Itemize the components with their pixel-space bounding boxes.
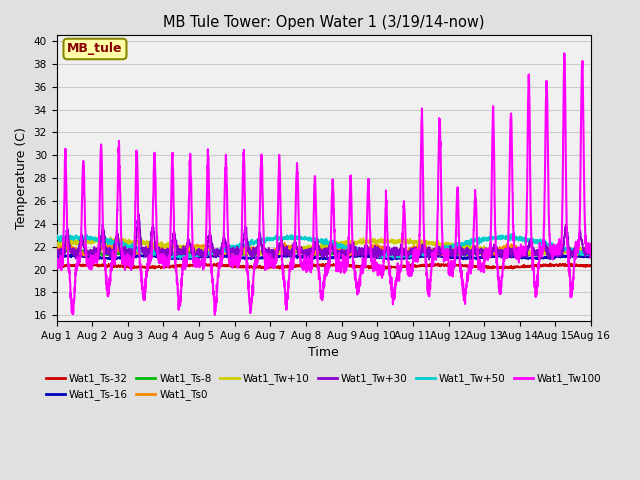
Wat1_Tw+10 bbox=[231, 253, 239, 259]
Wat1_Ts0 bbox=[114, 245, 122, 251]
Line: Wat1_Tw100: Wat1_Tw100 bbox=[56, 53, 591, 315]
Wat1_Ts-32 bbox=[520, 263, 527, 269]
Wat1_Tw+50 bbox=[258, 240, 266, 245]
Wat1_Tw+10 bbox=[588, 246, 595, 252]
Wat1_Tw+50 bbox=[52, 236, 60, 241]
Wat1_Tw+10 bbox=[258, 250, 266, 256]
Wat1_Ts0 bbox=[145, 243, 153, 249]
Wat1_Tw100 bbox=[211, 312, 219, 318]
Wat1_Tw100 bbox=[520, 244, 527, 250]
Wat1_Ts0 bbox=[281, 240, 289, 245]
Wat1_Ts-16 bbox=[145, 253, 153, 259]
Wat1_Ts-32 bbox=[213, 261, 221, 266]
Wat1_Tw+50 bbox=[577, 251, 585, 256]
Wat1_Ts-8 bbox=[281, 249, 289, 254]
Wat1_Tw+10 bbox=[52, 242, 60, 248]
Wat1_Ts0 bbox=[281, 245, 289, 251]
Wat1_Tw+10 bbox=[520, 248, 527, 254]
Y-axis label: Temperature (C): Temperature (C) bbox=[15, 127, 28, 229]
Line: Wat1_Tw+10: Wat1_Tw+10 bbox=[56, 238, 591, 256]
Wat1_Tw+50 bbox=[114, 241, 122, 247]
Wat1_Tw+30 bbox=[134, 211, 142, 216]
Wat1_Tw100 bbox=[588, 255, 595, 261]
Wat1_Tw100 bbox=[52, 254, 60, 260]
Wat1_Ts0 bbox=[52, 246, 60, 252]
Wat1_Tw+10 bbox=[114, 240, 122, 246]
Wat1_Tw100 bbox=[281, 285, 289, 290]
Legend: Wat1_Ts-32, Wat1_Ts-16, Wat1_Ts-8, Wat1_Ts0, Wat1_Tw+10, Wat1_Tw+30, Wat1_Tw+50,: Wat1_Ts-32, Wat1_Ts-16, Wat1_Ts-8, Wat1_… bbox=[42, 369, 605, 405]
Wat1_Tw+50 bbox=[507, 231, 515, 237]
Line: Wat1_Tw+30: Wat1_Tw+30 bbox=[56, 214, 591, 260]
Wat1_Ts-16 bbox=[281, 253, 289, 259]
Wat1_Tw+30 bbox=[52, 246, 60, 252]
Wat1_Ts-8 bbox=[524, 253, 531, 259]
Wat1_Tw+30 bbox=[119, 257, 127, 263]
Line: Wat1_Ts-8: Wat1_Ts-8 bbox=[56, 249, 591, 256]
Wat1_Tw100 bbox=[577, 126, 585, 132]
Wat1_Ts-16 bbox=[388, 257, 396, 263]
Line: Wat1_Ts0: Wat1_Ts0 bbox=[56, 242, 591, 257]
Wat1_Ts-8 bbox=[520, 251, 527, 256]
Wat1_Ts0 bbox=[258, 250, 266, 256]
Wat1_Tw100 bbox=[561, 50, 568, 56]
Wat1_Ts-16 bbox=[68, 252, 76, 257]
Wat1_Ts-8 bbox=[258, 252, 266, 257]
Wat1_Ts-32 bbox=[145, 264, 153, 270]
Wat1_Tw+30 bbox=[520, 246, 527, 252]
Wat1_Tw+50 bbox=[281, 236, 289, 241]
Wat1_Tw+50 bbox=[145, 249, 153, 255]
Wat1_Ts-16 bbox=[52, 254, 60, 260]
Wat1_Tw+30 bbox=[258, 246, 266, 252]
Wat1_Ts0 bbox=[577, 249, 585, 255]
Wat1_Ts-16 bbox=[114, 255, 122, 261]
Wat1_Tw+10 bbox=[145, 241, 153, 247]
Title: MB Tule Tower: Open Water 1 (3/19/14-now): MB Tule Tower: Open Water 1 (3/19/14-now… bbox=[163, 15, 484, 30]
Text: MB_tule: MB_tule bbox=[67, 42, 123, 56]
Line: Wat1_Tw+50: Wat1_Tw+50 bbox=[56, 234, 591, 258]
Wat1_Tw+50 bbox=[520, 236, 527, 241]
Wat1_Ts-16 bbox=[588, 254, 595, 260]
Wat1_Ts-16 bbox=[520, 254, 527, 260]
Wat1_Ts-8 bbox=[145, 248, 153, 253]
X-axis label: Time: Time bbox=[308, 346, 339, 359]
Wat1_Tw+30 bbox=[577, 237, 585, 242]
Wat1_Ts-8 bbox=[52, 250, 60, 256]
Wat1_Tw100 bbox=[258, 155, 266, 160]
Wat1_Ts-32 bbox=[258, 264, 266, 270]
Wat1_Ts-32 bbox=[114, 264, 122, 270]
Wat1_Tw+50 bbox=[588, 253, 595, 259]
Wat1_Tw+30 bbox=[146, 249, 154, 255]
Wat1_Tw+30 bbox=[588, 245, 595, 251]
Wat1_Ts-16 bbox=[577, 253, 585, 259]
Wat1_Ts-32 bbox=[588, 263, 595, 269]
Wat1_Ts-32 bbox=[577, 263, 585, 268]
Wat1_Ts0 bbox=[520, 250, 527, 255]
Line: Wat1_Ts-16: Wat1_Ts-16 bbox=[56, 254, 591, 260]
Wat1_Ts-32 bbox=[383, 266, 390, 272]
Wat1_Tw+10 bbox=[107, 235, 115, 240]
Wat1_Ts0 bbox=[481, 254, 488, 260]
Wat1_Ts-8 bbox=[425, 246, 433, 252]
Line: Wat1_Ts-32: Wat1_Ts-32 bbox=[56, 264, 591, 269]
Wat1_Ts0 bbox=[588, 244, 595, 250]
Wat1_Tw+10 bbox=[577, 247, 585, 253]
Wat1_Tw+30 bbox=[281, 249, 289, 255]
Wat1_Tw100 bbox=[114, 201, 122, 206]
Wat1_Ts-32 bbox=[281, 265, 289, 271]
Wat1_Ts-16 bbox=[258, 255, 266, 261]
Wat1_Tw+50 bbox=[391, 255, 399, 261]
Wat1_Ts-8 bbox=[114, 251, 122, 256]
Wat1_Ts-32 bbox=[52, 264, 60, 270]
Wat1_Tw100 bbox=[145, 263, 153, 268]
Wat1_Ts-8 bbox=[588, 251, 595, 256]
Wat1_Tw+10 bbox=[281, 248, 289, 253]
Wat1_Tw+30 bbox=[114, 234, 122, 240]
Wat1_Ts-8 bbox=[577, 250, 585, 255]
